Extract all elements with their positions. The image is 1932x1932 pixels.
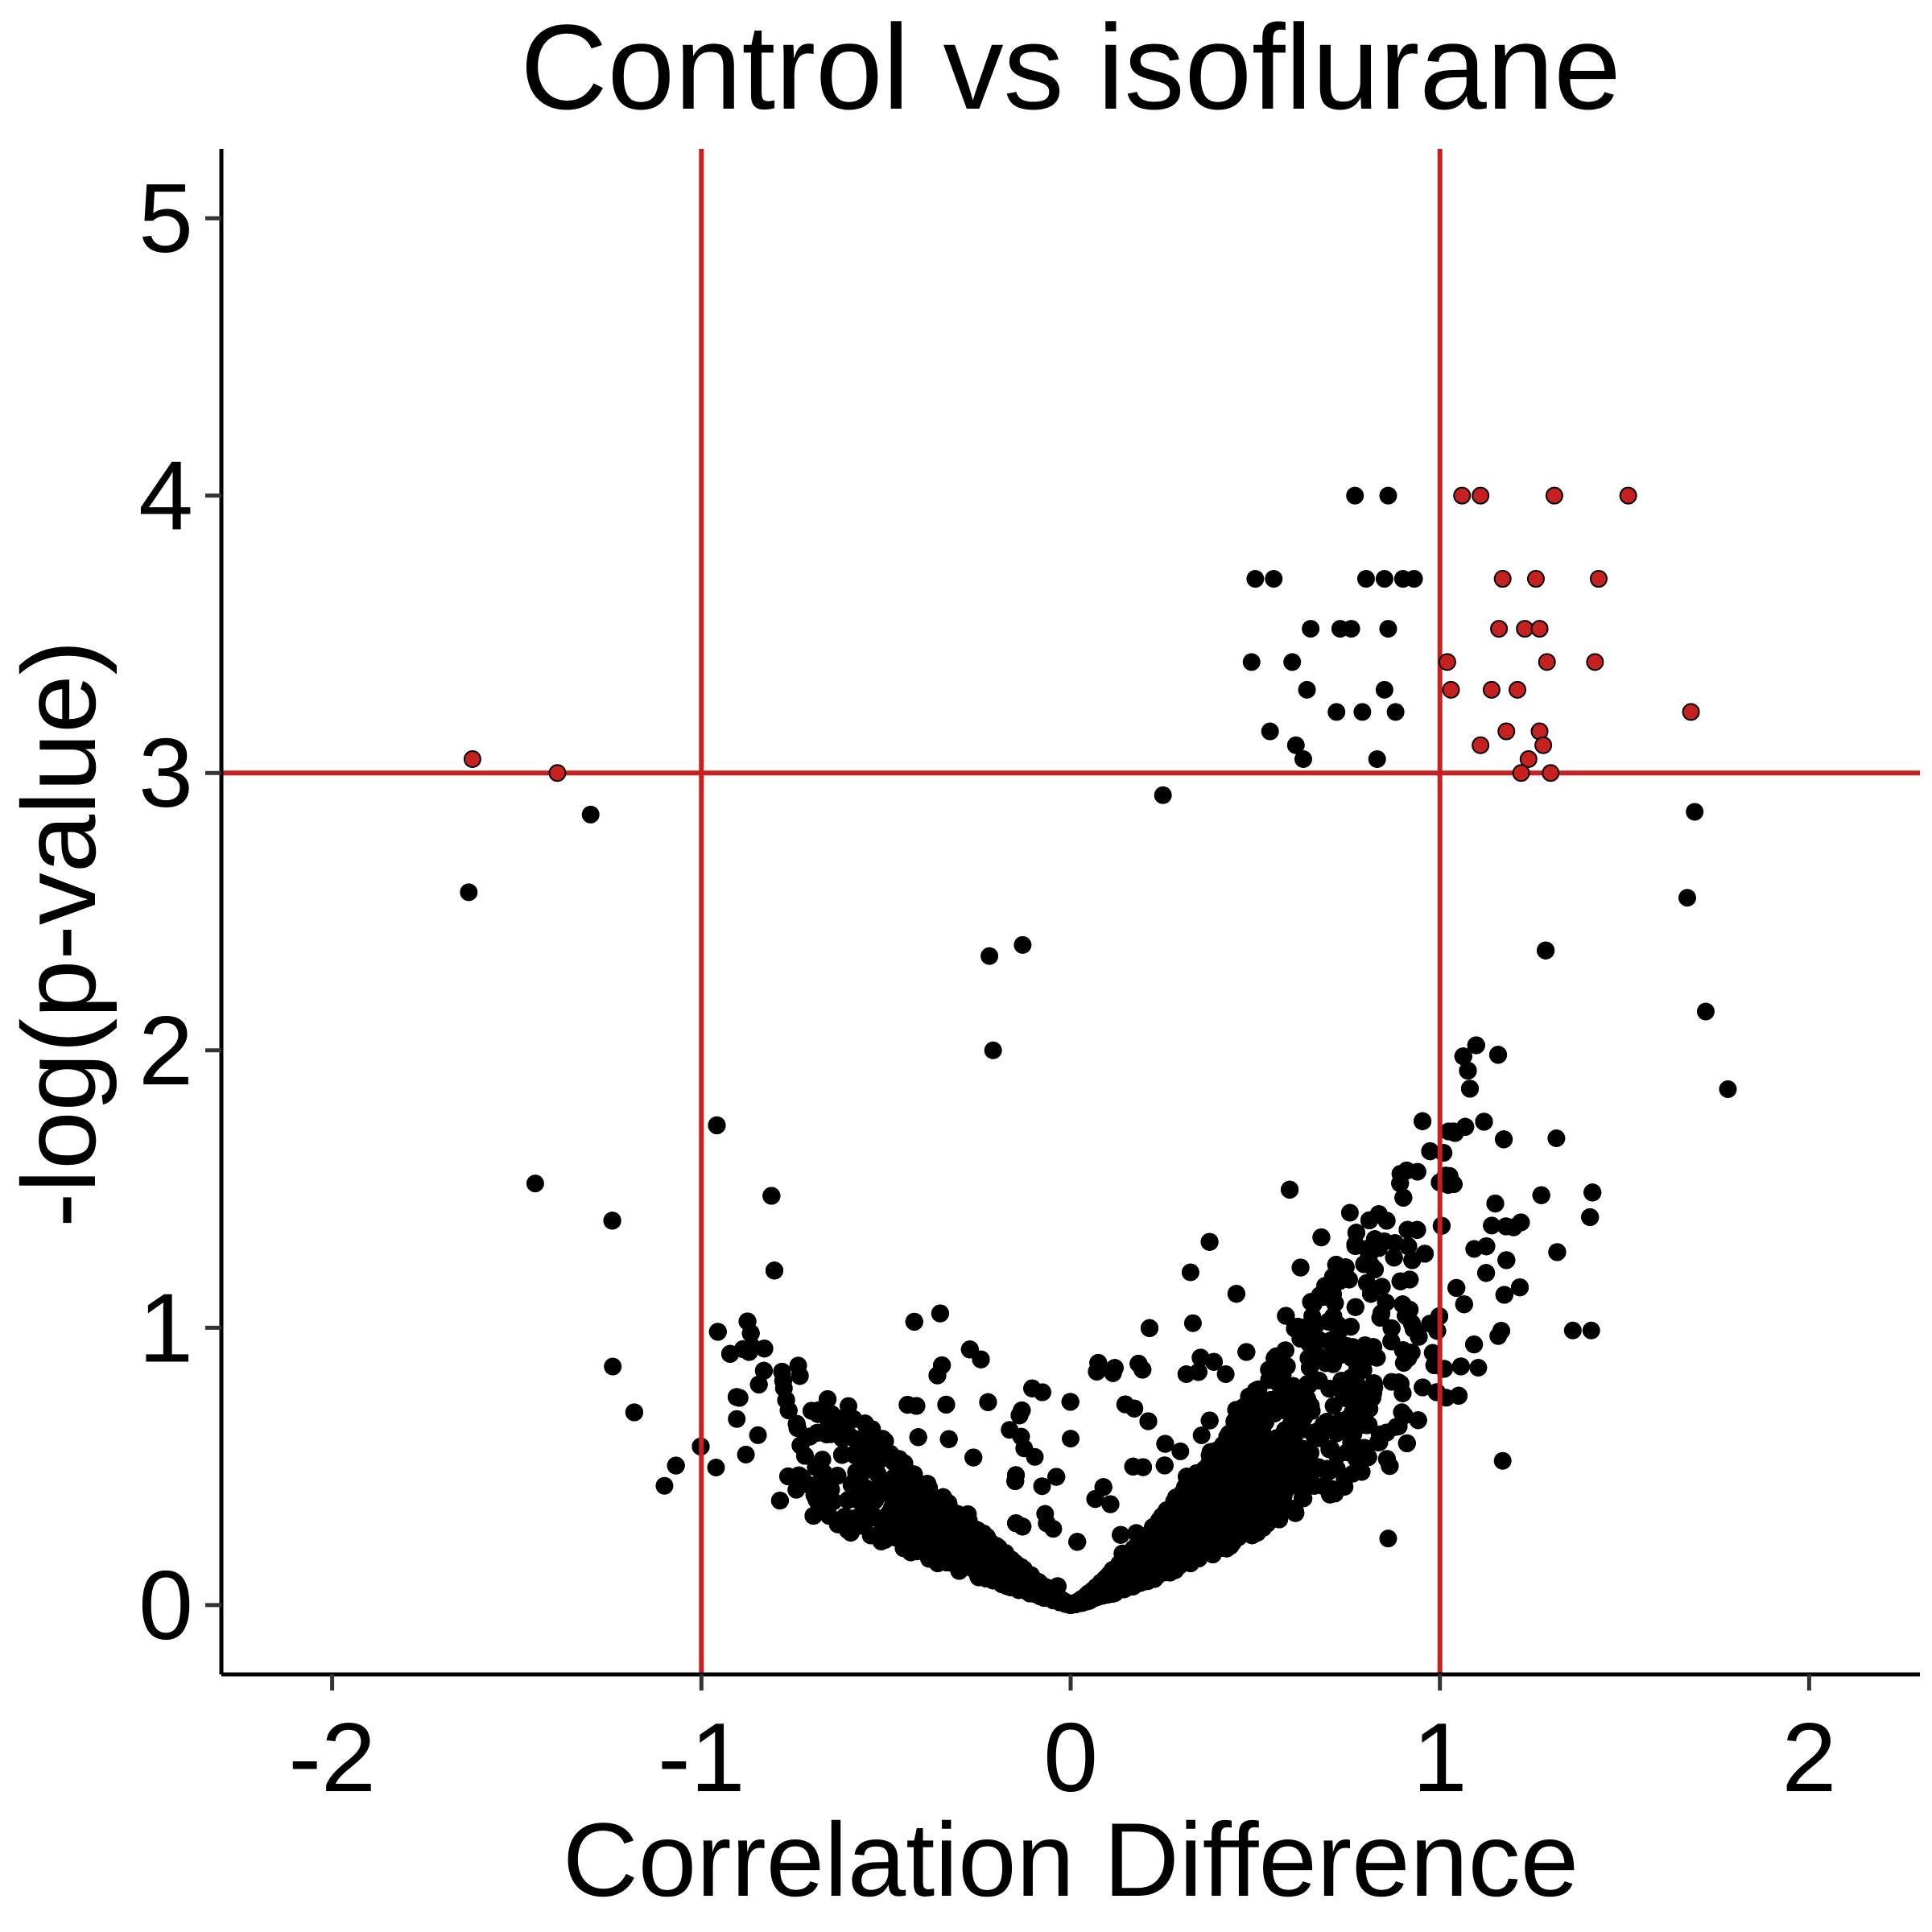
- data-point: [737, 1445, 755, 1463]
- data-point: [1483, 1216, 1501, 1235]
- data-point: [1216, 1365, 1235, 1383]
- data-point: [1026, 1447, 1044, 1466]
- data-point: [707, 1459, 725, 1476]
- data-point: [1033, 1477, 1051, 1496]
- data-point: [1183, 1314, 1202, 1332]
- data-point: [1192, 1426, 1211, 1444]
- chart-title: Control vs isoflurane: [520, 0, 1620, 134]
- data-point: [1012, 1427, 1030, 1446]
- data-point: [1469, 1359, 1488, 1377]
- data-point: [749, 1426, 767, 1444]
- data-point: [728, 1410, 746, 1428]
- data-point: [1547, 1129, 1566, 1147]
- data-point: [1171, 1442, 1190, 1460]
- points-layer: [460, 486, 1737, 1614]
- data-point: [1340, 1203, 1359, 1222]
- data-point: [861, 1526, 880, 1545]
- data-point: [1181, 1263, 1199, 1282]
